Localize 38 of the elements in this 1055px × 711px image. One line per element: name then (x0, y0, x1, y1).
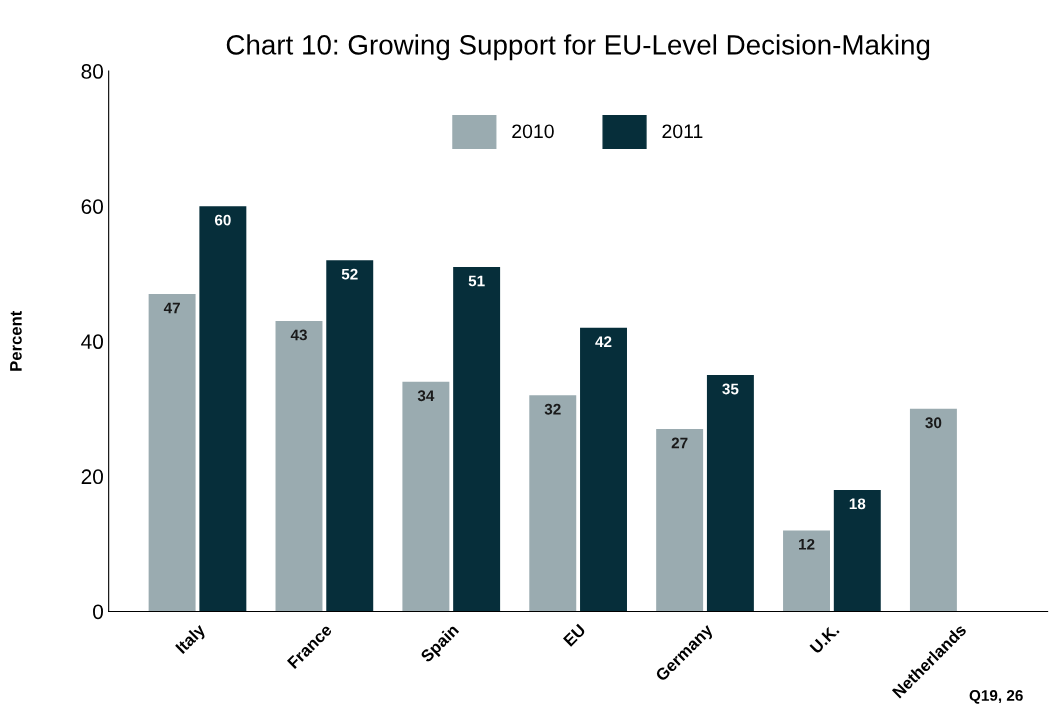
y-tick-label: 40 (81, 334, 103, 350)
data-label: 47 (163, 302, 180, 314)
x-tick-label: U.K. (809, 623, 840, 655)
data-label: 51 (468, 275, 485, 287)
bar (833, 489, 881, 612)
data-label: 60 (214, 214, 231, 226)
data-label: 34 (417, 390, 435, 402)
data-label: 52 (341, 268, 358, 280)
bar (453, 266, 501, 612)
y-axis-title: Percent (10, 310, 22, 371)
bar (529, 395, 577, 612)
bar (326, 260, 374, 612)
bar (580, 327, 627, 612)
y-tick-label: 20 (81, 469, 103, 485)
data-label: 35 (722, 383, 739, 395)
data-label: 42 (595, 336, 612, 347)
x-tick-label: EU (562, 623, 587, 647)
y-tick-label: 80 (81, 64, 103, 79)
data-label: 43 (290, 329, 307, 341)
data-label: 27 (671, 437, 688, 449)
bar (706, 375, 754, 612)
bar (148, 294, 196, 612)
y-tick-label: 0 (93, 604, 103, 620)
legend-label: 2010 (512, 124, 554, 139)
data-label: 12 (799, 538, 815, 550)
data-label: 32 (544, 403, 561, 415)
data-label: 30 (925, 417, 942, 429)
legend-label: 2011 (662, 124, 703, 139)
y-tick-label: 60 (81, 199, 103, 214)
bar (275, 321, 323, 612)
data-label: 18 (849, 498, 866, 510)
bar (402, 381, 450, 612)
bar (199, 206, 247, 612)
bar (909, 408, 957, 612)
bar (783, 530, 831, 612)
chart-title: Chart 10: Growing Support for EU-Level Decision-Making (226, 34, 930, 61)
text: Q19, 26 (969, 690, 1023, 704)
bar (656, 429, 704, 612)
